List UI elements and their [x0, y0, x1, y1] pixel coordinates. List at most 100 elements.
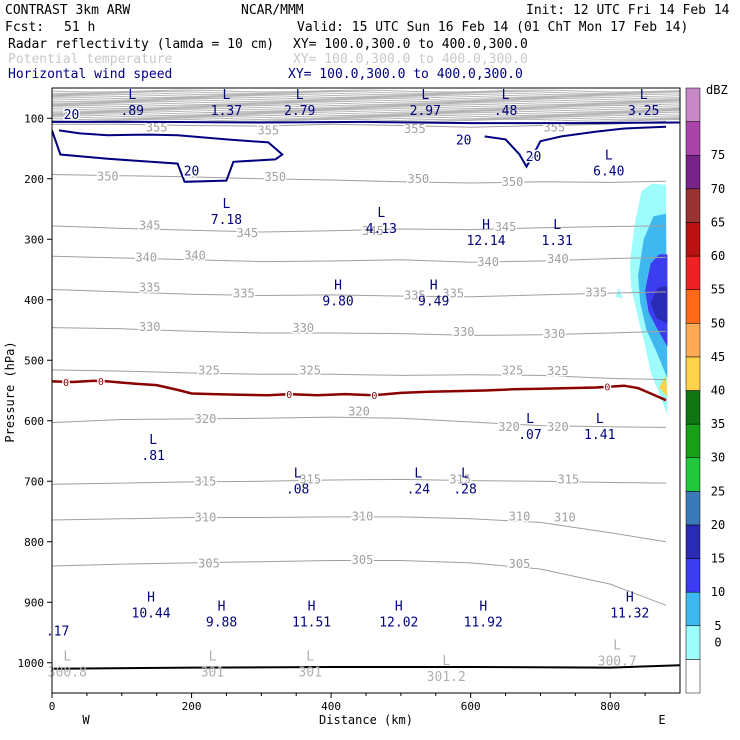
theta-contour	[52, 516, 667, 543]
theta-extremum-value: 301.2	[427, 670, 466, 685]
colorbar-level-label: 55	[711, 283, 725, 297]
wind-extremum-value: 9.80	[322, 295, 353, 310]
theta-contour-label: 310	[195, 511, 217, 525]
wind-extremum-value: 7.18	[211, 213, 242, 228]
fcst-value: 51 h	[64, 20, 95, 35]
init-time: Init: 12 UTC Fri 14 Feb 14	[526, 3, 730, 18]
theta-contour-label: 330	[453, 325, 475, 339]
colorbar-level-label: 50	[711, 316, 725, 330]
wind-contours: 20 20 20 20	[52, 107, 680, 183]
colorbar-swatch	[685, 457, 701, 492]
upper-theta-line	[52, 93, 680, 97]
theta-contour-label: 330	[292, 321, 314, 335]
theta-extremum-value: 300.7	[598, 655, 637, 670]
wind-extremum-value: 11.32	[610, 606, 649, 621]
colorbar-level-label: 10	[711, 585, 725, 599]
wind-extremum-value: 1.41	[584, 428, 615, 443]
wind-extremum-value: 10.44	[132, 606, 171, 621]
wind-extremum-marker: L	[414, 466, 422, 481]
upper-theta-band	[52, 89, 680, 122]
x-tick-label: 0	[49, 700, 56, 713]
theta-contour-label: 345	[237, 226, 259, 240]
theta-contour	[52, 174, 667, 184]
theta-contour-label: 335	[139, 281, 161, 295]
wind-extremum-marker: L	[553, 218, 561, 233]
upper-theta-line	[52, 114, 680, 118]
wind-extremum-value: 11.51	[292, 615, 331, 630]
upper-theta-line	[52, 89, 680, 93]
field-xy-reflectivity: XY= 100.0,300.0 to 400.0,300.0	[293, 37, 528, 52]
x-tick-label: 800	[600, 700, 620, 713]
theta-contour-label: 330	[544, 327, 566, 341]
theta-contour	[52, 289, 667, 298]
theta-contour-label: 325	[502, 364, 524, 378]
wind-extremum-marker: H	[334, 279, 342, 294]
y-tick-label: 100	[24, 112, 44, 125]
theta-contour-label: 310	[352, 509, 374, 523]
theta-contour-label: 345	[495, 220, 517, 234]
upper-theta-line	[52, 96, 680, 100]
wind-extremum-marker: L	[377, 206, 385, 221]
colorbar-level-label: 60	[711, 249, 725, 263]
colorbar-swatch	[685, 323, 701, 358]
colorbar-level-label: 20	[711, 518, 725, 532]
surface-line	[52, 664, 680, 670]
x-axis-label: Distance (km)	[319, 713, 413, 727]
theta-contour-label: 325	[547, 364, 569, 378]
theta-contour-label: 325	[299, 364, 321, 378]
theta-contour	[52, 560, 667, 606]
y-tick-label: 500	[24, 354, 44, 367]
theta-contour	[52, 416, 667, 428]
x-tick-label: 600	[461, 700, 481, 713]
wind-extremum-marker: L	[640, 88, 648, 103]
wind-extremum-marker: L	[294, 466, 302, 481]
freezing-level: 0 0 0 0 0	[52, 376, 667, 404]
theta-contour-label: 320	[195, 412, 217, 426]
colorbar-swatch	[685, 423, 701, 458]
y-tick-label: 600	[24, 415, 44, 428]
wind-extremum-marker: H	[626, 590, 634, 605]
wind-extremum-value: 11.92	[464, 615, 503, 630]
wind-contour-label: 20	[184, 164, 200, 179]
y-tick-label: 800	[24, 536, 44, 549]
y-tick-label: 300	[24, 233, 44, 246]
colorbar-level-label: 30	[711, 451, 725, 465]
wind-extremum-marker: L	[296, 88, 304, 103]
colorbar-level-label: 45	[711, 350, 725, 364]
theta-contour-label: 340	[547, 252, 569, 266]
upper-theta-line	[52, 90, 680, 94]
theta-contour-label: 335	[233, 287, 255, 301]
theta-contour-label: 350	[502, 175, 524, 189]
wind-extremum-marker: H	[430, 279, 438, 294]
upper-theta-line	[52, 97, 680, 101]
wind-extremum-marker: H	[147, 590, 155, 605]
x-tick-label: 400	[321, 700, 341, 713]
wind-extremum-value: 1.37	[211, 104, 242, 119]
wind-extremum-value: .24	[407, 482, 431, 497]
colorbar-level-label: 35	[711, 417, 725, 431]
colorbar-level-label: 65	[711, 215, 725, 229]
wind-extremum-marker: H	[482, 218, 490, 233]
fcst-label: Fcst:	[5, 20, 44, 35]
theta-contour	[52, 225, 667, 233]
theta-contour-label: 355	[146, 120, 168, 134]
wind-extremum-value: 9.49	[418, 295, 449, 310]
y-tick-label: 200	[24, 173, 44, 186]
upper-theta-line	[52, 100, 680, 104]
colorbar-level-label: 15	[711, 552, 725, 566]
colorbar-level-label: 40	[711, 384, 725, 398]
wind-contour-label: 20	[526, 150, 542, 165]
upper-theta-line	[52, 92, 680, 96]
theta-contour-label: 340	[184, 249, 206, 263]
colorbar-swatch	[685, 625, 701, 660]
theta-contour	[52, 369, 667, 381]
wind-extremum-marker: L	[421, 88, 429, 103]
colorbar-swatch	[685, 524, 701, 559]
theta-contour-label: 315	[558, 472, 580, 486]
x-axis: 0 200 400 600 800	[49, 693, 646, 713]
freezing-level-label: 0	[604, 383, 610, 394]
colorbar-swatch	[685, 558, 701, 593]
